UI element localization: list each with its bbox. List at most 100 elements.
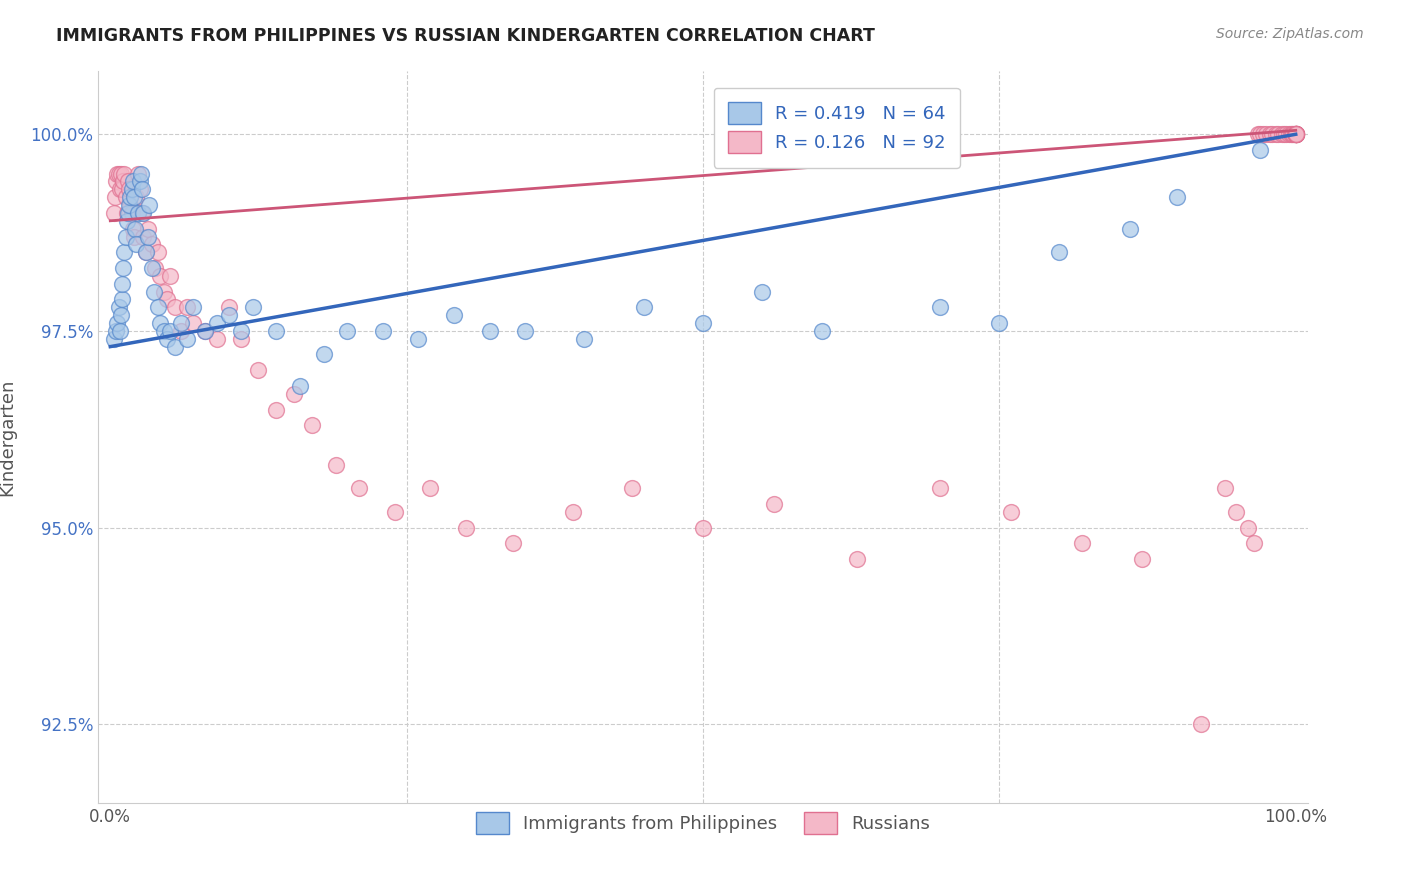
Point — [107, 301, 129, 315]
Point — [1119, 221, 1142, 235]
Point — [1285, 128, 1308, 142]
Point — [176, 332, 198, 346]
Point — [118, 198, 141, 212]
Point — [1258, 128, 1281, 142]
Point — [1285, 128, 1308, 142]
Point — [205, 332, 228, 346]
Point — [1278, 128, 1301, 142]
Point — [1285, 128, 1308, 142]
Point — [112, 260, 135, 275]
Point — [127, 167, 149, 181]
Point — [1189, 717, 1212, 731]
Point — [301, 418, 323, 433]
Point — [1282, 128, 1305, 142]
Point — [152, 285, 174, 299]
Point — [105, 174, 128, 188]
Point — [132, 229, 155, 244]
Point — [229, 324, 252, 338]
Point — [384, 505, 406, 519]
Point — [104, 190, 127, 204]
Point — [242, 301, 264, 315]
Point — [136, 221, 159, 235]
Point — [1254, 128, 1277, 142]
Point — [103, 332, 125, 346]
Point — [129, 182, 152, 196]
Point — [149, 268, 172, 283]
Point — [247, 363, 270, 377]
Point — [176, 301, 198, 315]
Point — [129, 174, 152, 188]
Point — [136, 229, 159, 244]
Point — [1213, 481, 1236, 495]
Point — [1000, 505, 1022, 519]
Point — [371, 324, 394, 338]
Point — [1267, 128, 1289, 142]
Point — [117, 206, 139, 220]
Point — [692, 316, 714, 330]
Point — [135, 245, 157, 260]
Point — [1225, 505, 1247, 519]
Point — [283, 387, 305, 401]
Point — [135, 245, 157, 260]
Point — [110, 308, 132, 322]
Point — [114, 167, 136, 181]
Point — [114, 229, 136, 244]
Y-axis label: Kindergarten: Kindergarten — [0, 378, 17, 496]
Point — [122, 190, 145, 204]
Point — [112, 174, 135, 188]
Point — [156, 332, 179, 346]
Point — [633, 301, 655, 315]
Point — [159, 268, 181, 283]
Point — [127, 206, 149, 220]
Point — [1071, 536, 1094, 550]
Point — [105, 324, 128, 338]
Point — [108, 182, 131, 196]
Point — [194, 324, 217, 338]
Point — [846, 552, 869, 566]
Point — [122, 229, 145, 244]
Point — [152, 324, 174, 338]
Point — [159, 324, 181, 338]
Point — [347, 481, 370, 495]
Text: Source: ZipAtlas.com: Source: ZipAtlas.com — [1216, 27, 1364, 41]
Point — [156, 293, 179, 307]
Point — [1285, 128, 1308, 142]
Point — [170, 316, 193, 330]
Point — [121, 174, 143, 188]
Point — [929, 481, 952, 495]
Point — [1285, 128, 1308, 142]
Point — [131, 182, 153, 196]
Point — [125, 237, 148, 252]
Point — [138, 198, 160, 212]
Point — [111, 293, 134, 307]
Point — [1249, 128, 1271, 142]
Point — [1281, 128, 1303, 142]
Point — [1261, 128, 1284, 142]
Point — [115, 206, 138, 220]
Point — [218, 301, 240, 315]
Point — [118, 182, 141, 196]
Point — [1285, 128, 1308, 142]
Point — [107, 167, 129, 181]
Point — [121, 206, 143, 220]
Point — [121, 182, 143, 196]
Point — [1047, 245, 1070, 260]
Point — [751, 285, 773, 299]
Point — [125, 190, 148, 204]
Point — [515, 324, 537, 338]
Point — [443, 308, 465, 322]
Point — [131, 206, 153, 220]
Text: IMMIGRANTS FROM PHILIPPINES VS RUSSIAN KINDERGARTEN CORRELATION CHART: IMMIGRANTS FROM PHILIPPINES VS RUSSIAN K… — [56, 27, 875, 45]
Point — [264, 402, 287, 417]
Point — [1264, 128, 1286, 142]
Point — [336, 324, 359, 338]
Point — [105, 167, 128, 181]
Point — [1284, 128, 1306, 142]
Point — [146, 301, 169, 315]
Point — [121, 221, 143, 235]
Point — [763, 497, 786, 511]
Point — [132, 206, 155, 220]
Point — [810, 324, 832, 338]
Point — [181, 316, 204, 330]
Point — [1243, 536, 1265, 550]
